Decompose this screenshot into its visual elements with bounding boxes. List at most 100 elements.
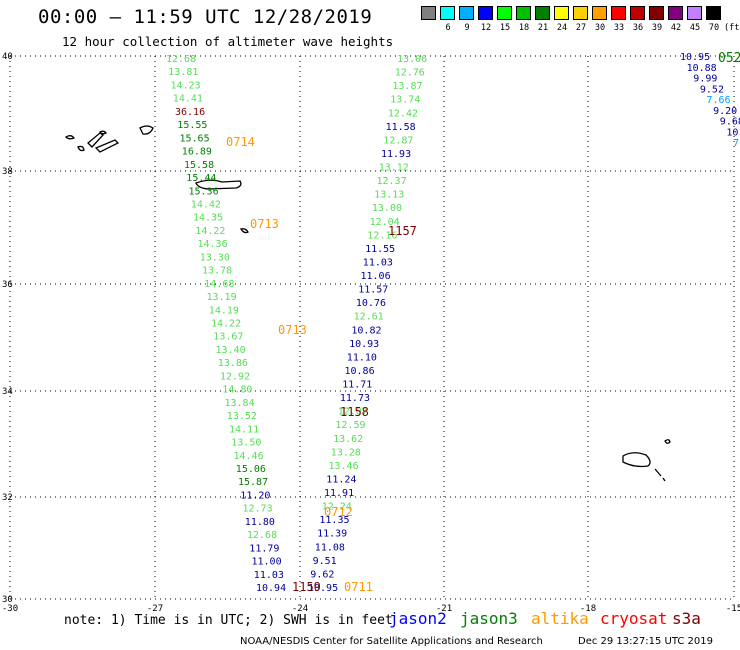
swh-label-east: 12.37 [377, 176, 407, 187]
swh-label-west: 11.00 [252, 557, 282, 568]
lat-tick-label: 34 [2, 387, 13, 397]
scale-swatch-3 [478, 6, 493, 20]
swh-label-east: 10.86 [345, 366, 375, 377]
swh-label-west: 14.11 [229, 424, 259, 435]
swh-label-west: 13.78 [202, 266, 232, 277]
swh-label-east: 12.16 [367, 230, 397, 241]
swh-label-far-east: 7.66 [707, 95, 731, 106]
swh-label-west: 15.87 [238, 477, 268, 488]
scale-label-18: 18 [518, 23, 530, 33]
swh-label-east: 13.46 [329, 461, 359, 472]
swh-label-east: 12.61 [354, 312, 384, 323]
swh-label-east: 13.12 [379, 163, 409, 174]
generated-timestamp: Dec 29 13:27:15 UTC 2019 [578, 636, 713, 647]
track-west: 12.68 13.81 14.23 14.41 36.16 15.55 15.65 16.89… [166, 54, 286, 594]
swh-label-east: 13.87 [392, 81, 422, 92]
swh-label-east: 11.93 [381, 149, 411, 160]
lon-tick-label: -30 [2, 604, 18, 614]
pass-time-label: 0711 [344, 580, 373, 594]
swh-label-east: 12.04 [370, 217, 400, 228]
swh-label-west: 13.30 [200, 252, 230, 263]
swh-label-west: 12.73 [243, 504, 273, 515]
swh-label-west: 12.92 [220, 371, 250, 382]
scale-label-27: 27 [575, 23, 587, 33]
lat-tick-label: 32 [2, 493, 13, 503]
swh-label-far-east: 9.68 [720, 117, 740, 128]
swh-label-west: 15.58 [184, 160, 214, 171]
map-subtitle: 12 hour collection of altimeter wave hei… [62, 34, 394, 49]
swh-label-west: 12.68 [247, 530, 277, 541]
pass-time-label: 0712 [324, 505, 353, 519]
scale-unit: (ft) [724, 23, 740, 33]
swh-label-east: 12.76 [395, 68, 425, 79]
swh-label-west: 13.50 [231, 438, 261, 449]
lat-lon-grid: 40 38 36 34 32 30-30 -27 -24 -21 -18 -15 [2, 52, 740, 614]
island-terceira [94, 139, 120, 153]
swh-label-east: 13.62 [333, 434, 363, 445]
swh-label-east: 11.10 [347, 352, 377, 363]
scale-label-6: 6 [445, 23, 451, 33]
footnote: note: 1) Time is in UTC; 2) SWH is in fe… [64, 613, 393, 628]
legend-altika: altika [531, 609, 589, 628]
lon-tick-label: -27 [147, 604, 163, 614]
swh-label-east: 13.28 [331, 447, 361, 458]
scale-label-30: 30 [594, 23, 606, 33]
scale-swatch-5 [516, 6, 531, 20]
scale-swatch-1 [440, 6, 455, 20]
coastlines [64, 125, 671, 482]
legend-cryosat: cryosat [600, 609, 668, 628]
swh-label-west: 14.35 [193, 213, 223, 224]
scale-swatch-2 [459, 6, 474, 20]
track-east: 13.06 12.76 13.87 13.74 12.42 11.58 12.87 11.93… [308, 54, 427, 594]
swh-label-west: 15.55 [177, 120, 207, 131]
island-flores [64, 135, 76, 140]
scale-label-21: 21 [537, 23, 549, 33]
lon-tick-label: -18 [580, 604, 596, 614]
island-faial [77, 145, 85, 152]
scale-label-36: 36 [632, 23, 644, 33]
swh-label-east: 11.39 [317, 529, 347, 540]
scale-label-12: 12 [480, 23, 492, 33]
swh-label-west: 15.36 [189, 186, 219, 197]
swh-label-east: 11.35 [319, 515, 349, 526]
scale-swatch-12 [649, 6, 664, 20]
lat-tick-label: 40 [2, 52, 13, 62]
swh-label-east: 12.24 [322, 502, 352, 513]
scale-label-70: 70 [708, 23, 720, 33]
swh-label-east: 10.93 [349, 339, 379, 350]
scale-swatch-6 [535, 6, 550, 20]
pass-time-label: 1157 [388, 224, 417, 238]
swh-label-east: 13.13 [374, 190, 404, 201]
swh-label-west: 36.16 [175, 107, 205, 118]
swh-label-east: 13.00 [372, 203, 402, 214]
swh-label-far-east: 9.52 [700, 84, 724, 95]
swh-label-east: 10.95 [308, 583, 338, 594]
scale-swatch-14 [687, 6, 702, 20]
swh-label-far-east: 10.88 [687, 63, 717, 74]
scale-label-45: 45 [689, 23, 701, 33]
scale-swatch-9 [592, 6, 607, 20]
swh-label-east: 11.58 [386, 122, 416, 133]
scale-swatch-4 [497, 6, 512, 20]
swh-label-west: 11.20 [240, 490, 270, 501]
island-desertas [654, 468, 666, 482]
swh-label-west: 15.06 [236, 464, 266, 475]
scale-swatch-8 [573, 6, 588, 20]
swh-label-west: 14.23 [171, 81, 201, 92]
swh-label-far-east: 9.20 [713, 106, 737, 117]
pass-time-label: 0714 [226, 135, 255, 149]
swh-label-west: 15.44 [186, 173, 216, 184]
swh-label-west: 14.46 [234, 451, 264, 462]
island-sao-miguel [195, 179, 242, 190]
swh-label-east: 10.82 [351, 325, 381, 336]
swh-label-east: 12.42 [388, 108, 418, 119]
swh-label-west: 13.19 [207, 292, 237, 303]
island-porto-santo [664, 439, 671, 444]
swh-label-west: 14.41 [173, 94, 203, 105]
lon-tick-label: -21 [436, 604, 452, 614]
swh-label-east: 12.59 [335, 420, 365, 431]
legend-jason2: jason2 [389, 609, 447, 628]
swh-label-west: 14.19 [209, 305, 239, 316]
